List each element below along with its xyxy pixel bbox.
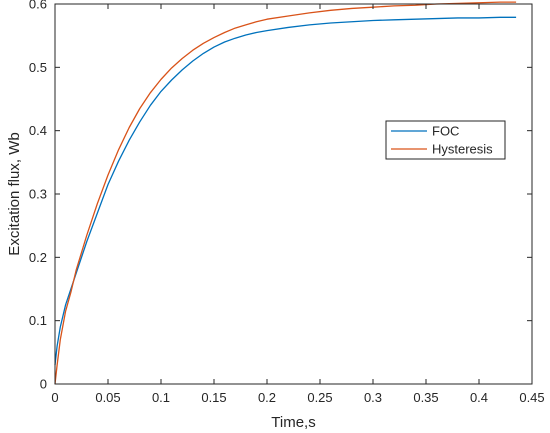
x-tick-label: 0.25 bbox=[307, 390, 332, 405]
x-tick-label: 0.15 bbox=[201, 390, 226, 405]
y-tick-label: 0.5 bbox=[29, 60, 47, 75]
x-tick-label: 0 bbox=[51, 390, 58, 405]
plot-area bbox=[55, 4, 532, 384]
y-axis-label: Excitation flux, Wb bbox=[6, 132, 23, 255]
x-tick-label: 0.2 bbox=[258, 390, 276, 405]
series-line-hysteresis bbox=[54, 1, 517, 385]
ticklabel-layer: 0 0.05 0.1 0.15 0.2 0.25 0.3 0.35 0.4 0.45 0 0.1 0.2… bbox=[29, 0, 545, 405]
y-tick-label: 0.4 bbox=[29, 123, 47, 138]
series-layer bbox=[54, 1, 517, 385]
y-tick-label: 0 bbox=[40, 377, 47, 392]
x-tick-label: 0.4 bbox=[470, 390, 488, 405]
x-axis-label: Time,s bbox=[271, 414, 315, 431]
x-tick-label: 0.35 bbox=[413, 390, 438, 405]
y-tick-label: 0.2 bbox=[29, 250, 47, 265]
x-tick-label: 0.05 bbox=[95, 390, 120, 405]
y-tick-label: 0.3 bbox=[29, 187, 47, 202]
legend-label-foc: FOC bbox=[432, 124, 459, 139]
series-line-foc bbox=[54, 16, 517, 366]
x-tick-label: 0.1 bbox=[152, 390, 170, 405]
legend-label-hysteresis: Hysteresis bbox=[432, 142, 493, 157]
y-tick-label: 0.6 bbox=[29, 0, 47, 12]
plot-frame bbox=[54, 3, 533, 385]
y-tick-label: 0.1 bbox=[29, 313, 47, 328]
x-tick-label: 0.3 bbox=[364, 390, 382, 405]
legend-box bbox=[385, 120, 506, 160]
legend: FOC Hysteresis bbox=[385, 120, 506, 160]
x-tick-label: 0.45 bbox=[519, 390, 544, 405]
